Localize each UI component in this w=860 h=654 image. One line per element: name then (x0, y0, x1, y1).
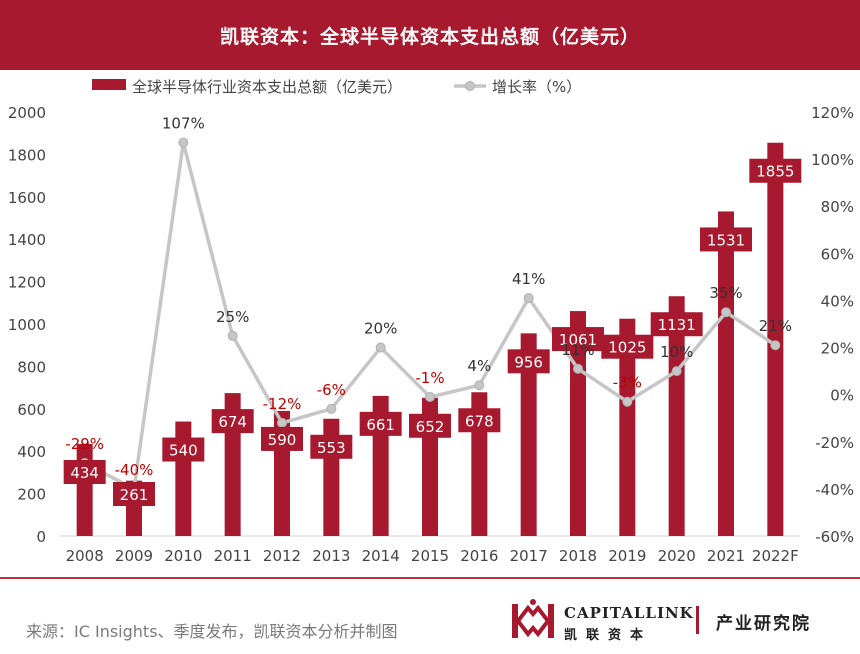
y-right-tick-label: -60% (815, 528, 854, 546)
growth-rate-point (771, 341, 780, 350)
x-tick-label: 2013 (312, 547, 350, 565)
growth-rate-label: 10% (660, 343, 693, 361)
growth-rate-point (574, 364, 583, 373)
y-right-tick-label: 40% (821, 292, 854, 310)
growth-rate-label: -6% (317, 381, 346, 399)
growth-rate-point (278, 418, 287, 427)
legend-line-label: 增长率（%） (492, 78, 581, 96)
y-left-tick-label: 800 (17, 358, 46, 376)
x-tick-label: 2012 (263, 547, 301, 565)
growth-rate-label: -3% (613, 374, 642, 392)
x-tick-label: 2017 (510, 547, 548, 565)
growth-rate-point (376, 343, 385, 352)
y-right-tick-label: 60% (821, 245, 854, 263)
growth-rate-label: 35% (709, 284, 742, 302)
legend-bar-swatch (92, 79, 126, 90)
bar-value-label: 434 (70, 464, 99, 482)
y-right-tick-label: 80% (821, 198, 854, 216)
growth-rate-point (179, 138, 188, 147)
growth-rate-label: 11% (561, 341, 594, 359)
bar-value-label: 1531 (707, 231, 745, 249)
growth-rate-point (475, 381, 484, 390)
x-tick-label: 2010 (164, 547, 202, 565)
y-left-tick-label: 1800 (8, 146, 46, 164)
bar (77, 444, 93, 536)
legend-bar-label: 全球半导体行业资本支出总额（亿美元） (132, 78, 402, 96)
growth-rate-label: 107% (162, 115, 205, 133)
bar-value-label: 1855 (756, 163, 794, 181)
bar-value-label: 678 (465, 412, 494, 430)
bar-value-label: 956 (514, 353, 543, 371)
y-left-tick-label: 1200 (8, 274, 46, 292)
bar (718, 211, 734, 536)
growth-rate-label: -1% (415, 369, 444, 387)
logo-text-en: CAPITALLINK (564, 604, 694, 622)
logo-tagline: 产业研究院 (716, 609, 811, 634)
growth-rate-point (426, 393, 435, 402)
x-tick-label: 2011 (214, 547, 252, 565)
y-right-tick-label: 20% (821, 340, 854, 358)
source-note: 来源：IC Insights、季度发布，凯联资本分析并制图 (26, 618, 398, 642)
growth-rate-label: 41% (512, 270, 545, 288)
footer-divider (0, 577, 860, 579)
x-tick-label: 2008 (66, 547, 104, 565)
y-left-tick-label: 600 (17, 401, 46, 419)
logo-text-cn: 凯联资本 (564, 624, 652, 643)
growth-rate-label: 21% (759, 317, 792, 335)
x-tick-label: 2018 (559, 547, 597, 565)
growth-rate-label: 20% (364, 320, 397, 338)
y-left-tick-label: 1000 (8, 316, 46, 334)
x-tick-label: 2020 (658, 547, 696, 565)
bar-value-label: 553 (317, 439, 346, 457)
y-right-tick-label: 120% (811, 104, 854, 122)
growth-rate-label: -40% (115, 461, 154, 479)
x-tick-label: 2014 (362, 547, 400, 565)
chart: 0 200 400 600 800 1000 1200 1400 1600 1800 2000 -60… (0, 70, 860, 576)
growth-rate-point (327, 404, 336, 413)
growth-rate-label: -29% (65, 435, 104, 453)
x-tick-label: 2021 (707, 547, 745, 565)
y-right-tick-label: -20% (815, 434, 854, 452)
x-tick-label: 2022F (752, 547, 799, 565)
logo-mark-icon (508, 596, 558, 646)
bar-value-label: 661 (366, 416, 395, 434)
y-right-tick-label: 0% (830, 387, 854, 405)
bar-value-label: 652 (416, 418, 445, 436)
logo-separator (696, 606, 699, 634)
growth-rate-point (672, 367, 681, 376)
growth-rate-point (524, 294, 533, 303)
y-left-tick-label: 1600 (8, 189, 46, 207)
x-tick-label: 2016 (460, 547, 498, 565)
y-right-tick-label: 100% (811, 151, 854, 169)
x-tick-label: 2015 (411, 547, 449, 565)
x-tick-label: 2019 (608, 547, 646, 565)
y-left-tick-label: 1400 (8, 231, 46, 249)
y-left-tick-label: 0 (36, 528, 46, 546)
bar-value-label: 540 (169, 442, 198, 460)
x-tick-label: 2009 (115, 547, 153, 565)
bar-value-label: 674 (218, 413, 247, 431)
growth-rate-label: 25% (216, 308, 249, 326)
legend-line-marker (466, 82, 475, 91)
y-left-tick-label: 400 (17, 443, 46, 461)
growth-rate-point (623, 397, 632, 406)
bar-value-label: 590 (268, 431, 297, 449)
growth-rate-point (722, 308, 731, 317)
growth-rate-point (228, 331, 237, 340)
bar-value-label: 1131 (658, 316, 696, 334)
capitallink-logo: CAPITALLINK 凯联资本 产业研究院 (508, 596, 848, 646)
y-left-tick-label: 200 (17, 486, 46, 504)
growth-rate-label: -12% (263, 395, 302, 413)
y-right-tick-label: -40% (815, 481, 854, 499)
growth-rate-label: 4% (467, 357, 491, 375)
y-left-tick-label: 2000 (8, 104, 46, 122)
chart-title: 凯联资本：全球半导体资本支出总额（亿美元） (0, 0, 860, 70)
bar-value-label: 261 (120, 486, 149, 504)
bar-value-label: 1025 (608, 339, 646, 357)
